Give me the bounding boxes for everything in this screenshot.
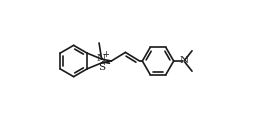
Text: N: N bbox=[96, 54, 105, 63]
Text: S: S bbox=[98, 63, 106, 72]
Text: N: N bbox=[180, 56, 189, 66]
Text: +: + bbox=[102, 50, 109, 59]
